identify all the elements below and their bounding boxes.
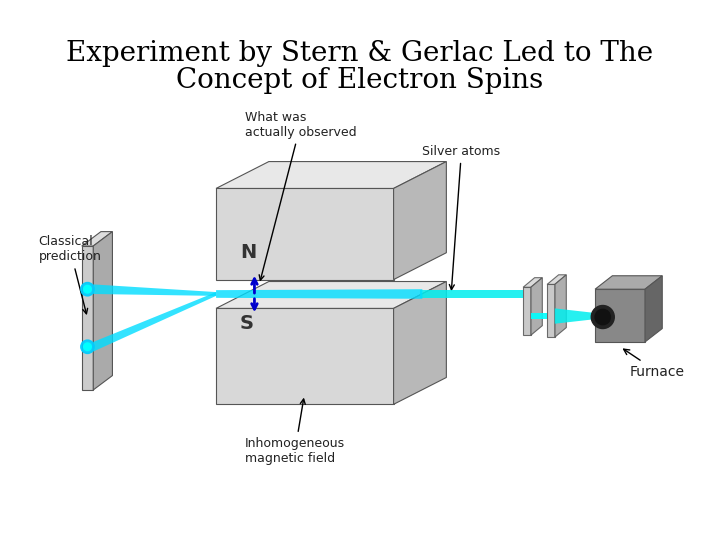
- Polygon shape: [595, 276, 662, 289]
- Polygon shape: [216, 281, 446, 308]
- Text: Concept of Electron Spins: Concept of Electron Spins: [176, 66, 544, 93]
- Circle shape: [84, 343, 91, 350]
- Polygon shape: [216, 188, 394, 280]
- Polygon shape: [547, 275, 567, 285]
- Polygon shape: [216, 161, 446, 188]
- Circle shape: [595, 309, 611, 325]
- Polygon shape: [216, 289, 423, 299]
- Polygon shape: [94, 292, 216, 352]
- Polygon shape: [523, 287, 531, 335]
- Text: Silver atoms: Silver atoms: [423, 145, 500, 289]
- Polygon shape: [595, 289, 645, 342]
- Circle shape: [84, 285, 91, 293]
- Text: Inhomogeneous
magnetic field: Inhomogeneous magnetic field: [245, 399, 345, 465]
- Polygon shape: [82, 246, 94, 390]
- Polygon shape: [645, 276, 662, 342]
- Circle shape: [591, 306, 614, 328]
- Text: Classical
prediction: Classical prediction: [39, 235, 102, 314]
- Polygon shape: [555, 308, 597, 324]
- Polygon shape: [555, 275, 567, 337]
- Polygon shape: [531, 313, 547, 319]
- Text: S: S: [240, 314, 254, 334]
- Polygon shape: [94, 232, 112, 390]
- Text: What was
actually observed: What was actually observed: [245, 111, 356, 280]
- Polygon shape: [394, 281, 446, 404]
- Polygon shape: [531, 278, 542, 335]
- Text: Furnace: Furnace: [624, 349, 685, 379]
- Polygon shape: [216, 308, 394, 404]
- Polygon shape: [94, 285, 216, 296]
- Circle shape: [81, 340, 94, 354]
- Polygon shape: [523, 278, 542, 287]
- Circle shape: [81, 282, 94, 296]
- Polygon shape: [394, 161, 446, 280]
- Polygon shape: [547, 285, 555, 337]
- Polygon shape: [82, 232, 112, 246]
- Text: Experiment by Stern & Gerlac Led to The: Experiment by Stern & Gerlac Led to The: [66, 40, 654, 67]
- Text: N: N: [240, 244, 256, 262]
- Polygon shape: [420, 290, 523, 298]
